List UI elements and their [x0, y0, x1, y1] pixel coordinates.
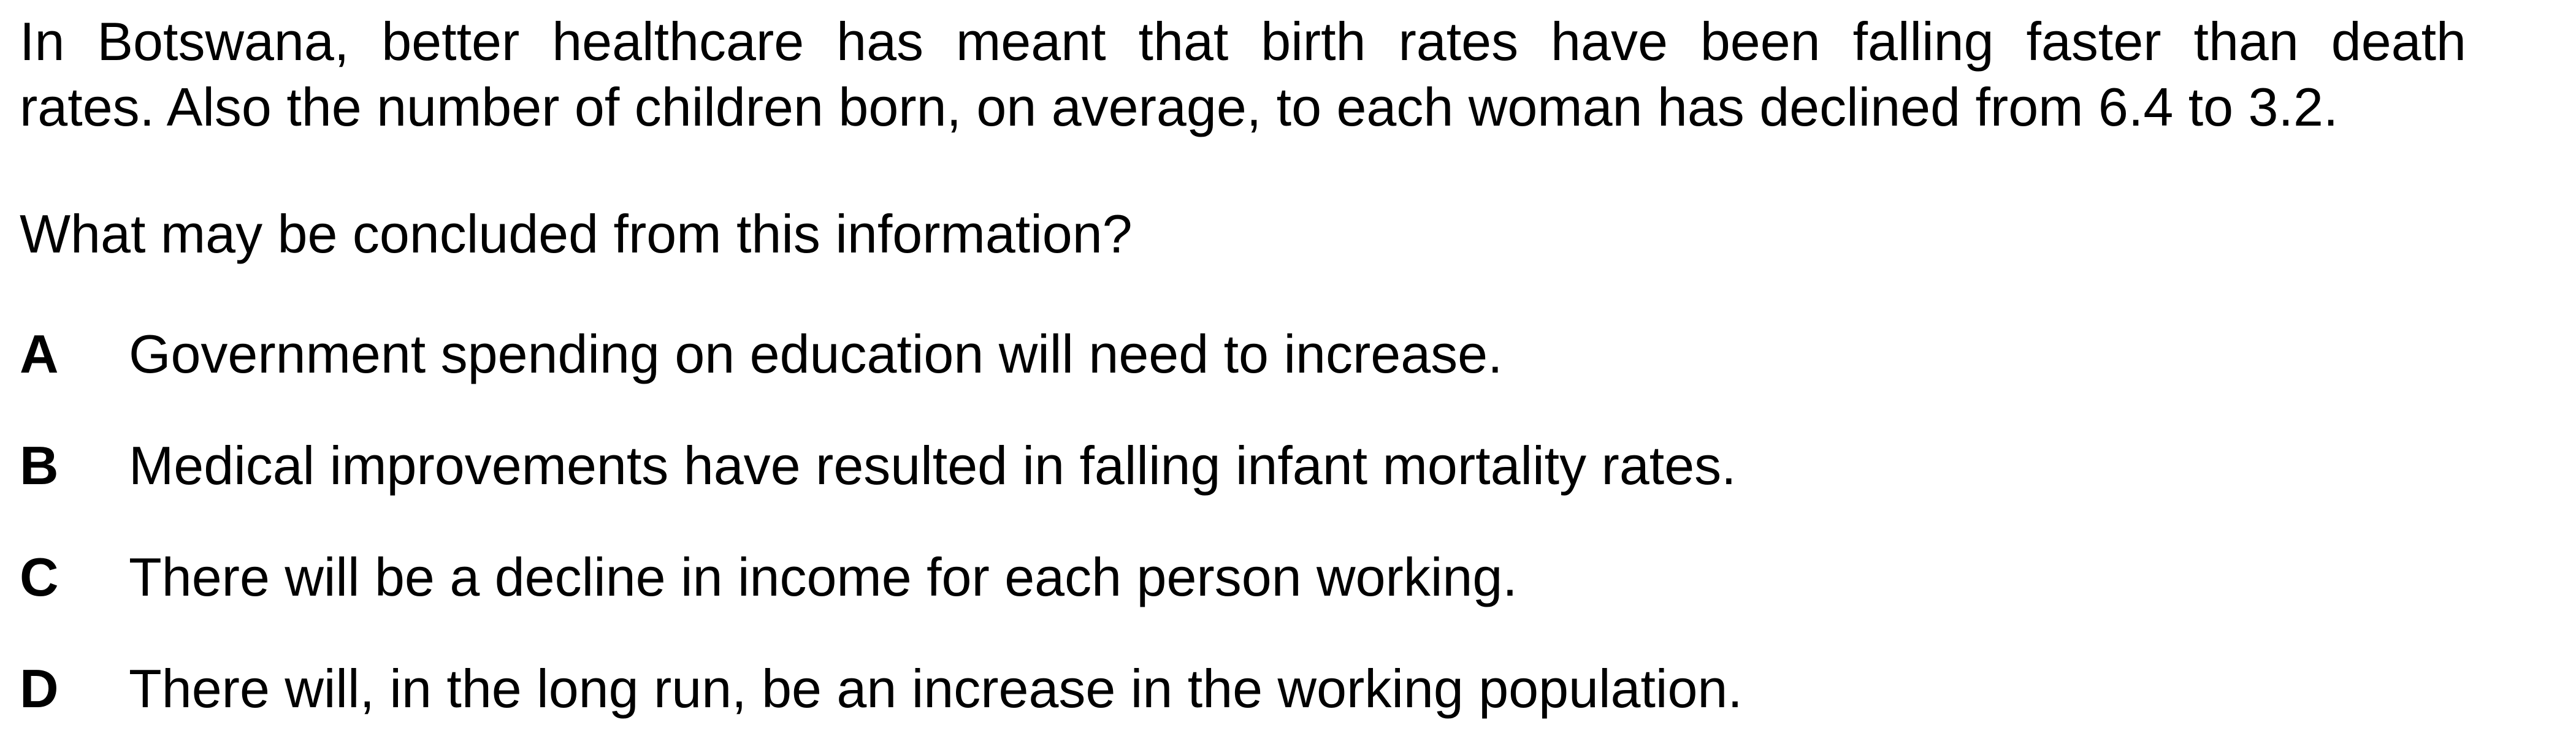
answer-option-c[interactable]: C There will be a decline in income for …	[20, 547, 2466, 614]
option-text: Government spending on education will ne…	[129, 324, 1503, 384]
question-prompt: What may be concluded from this informat…	[20, 203, 1133, 264]
answer-option-a[interactable]: A Government spending on education will …	[20, 324, 2466, 391]
answer-option-d[interactable]: D There will, in the long run, be an inc…	[20, 658, 2466, 726]
question-page: In Botswana, better healthcare has meant…	[20, 0, 2466, 736]
option-text: There will be a decline in income for ea…	[129, 547, 1518, 607]
option-letter: D	[20, 658, 59, 719]
option-letter: A	[20, 324, 59, 384]
option-text: There will, in the long run, be an incre…	[129, 658, 1743, 719]
answer-option-b[interactable]: B Medical improvements have resulted in …	[20, 435, 2466, 503]
option-letter: B	[20, 435, 59, 496]
stem-text-line-2: rates. Also the number of children born,…	[20, 77, 2339, 137]
option-text: Medical improvements have resulted in fa…	[129, 435, 1737, 496]
stem-text-line-1: In Botswana, better healthcare has meant…	[20, 11, 2466, 72]
option-letter: C	[20, 547, 59, 607]
